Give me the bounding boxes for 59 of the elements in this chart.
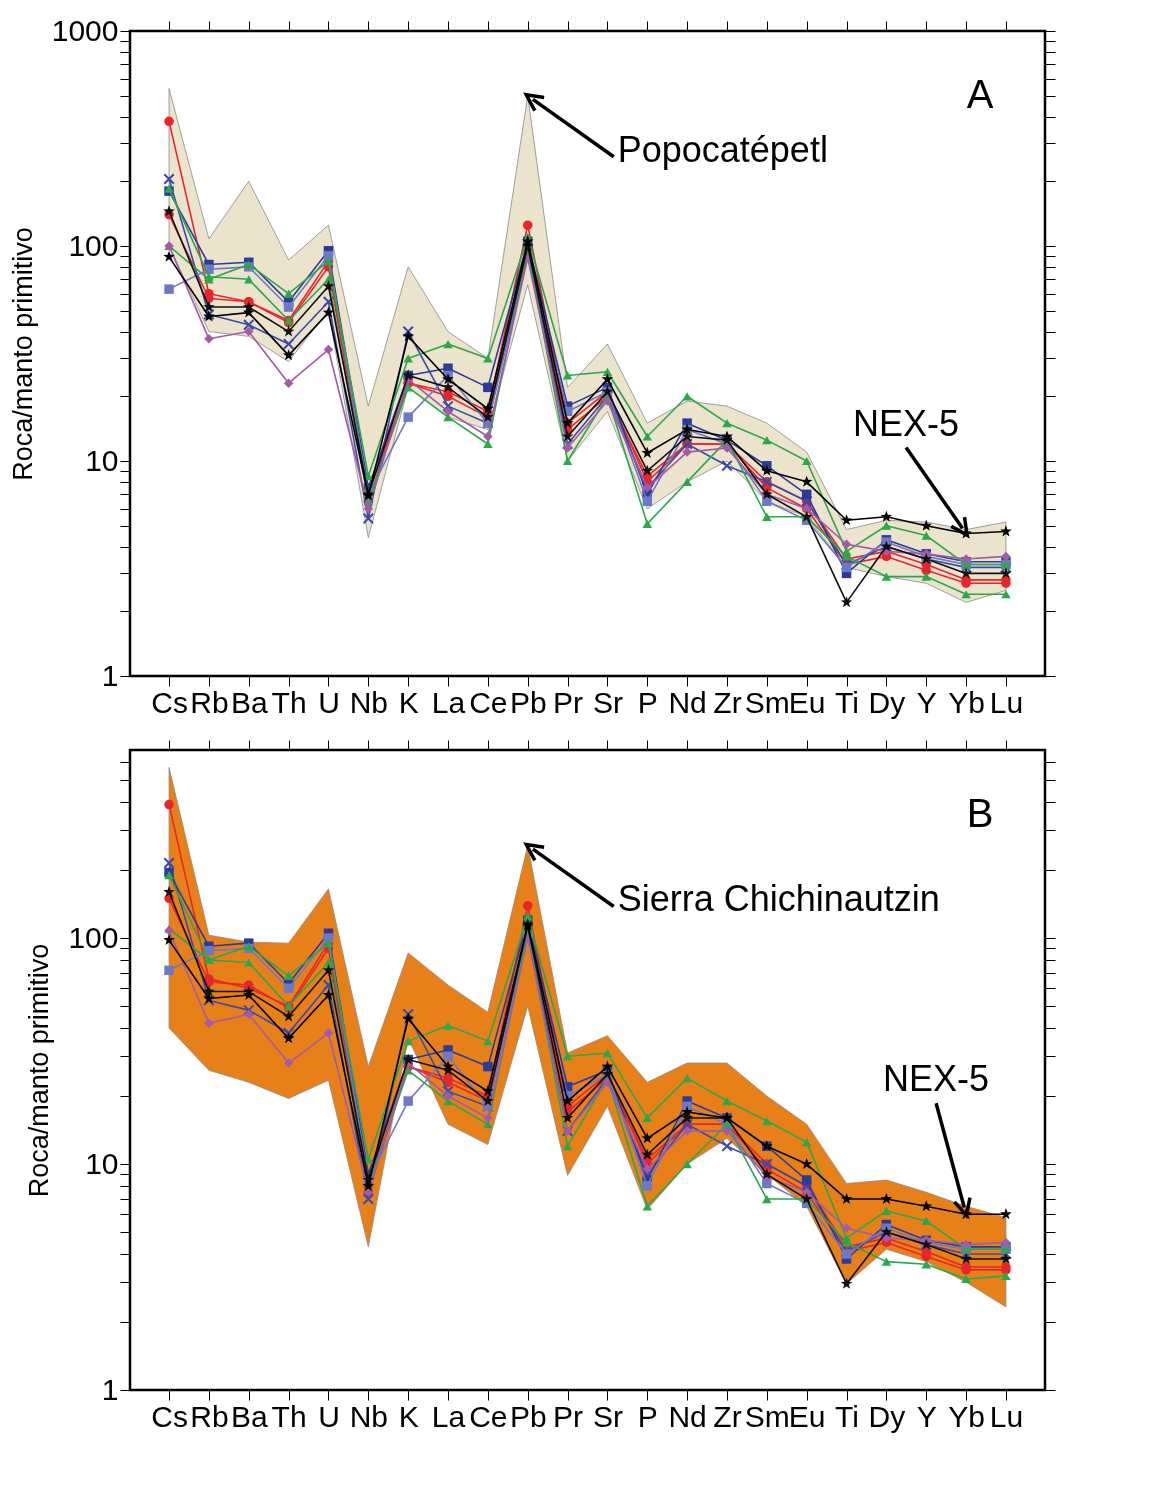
x-tick-label: Sr (592, 685, 623, 719)
x-tick-label: Yb (948, 685, 985, 719)
y-tick-label: 1 (101, 658, 119, 692)
x-tick-label: Zr (713, 685, 742, 719)
x-tick-label: Ba (230, 685, 268, 719)
x-tick-label: Rb (190, 1399, 229, 1433)
x-tick-label: Ti (835, 1399, 859, 1433)
x-tick-label: Eu (788, 1399, 826, 1433)
annotation: Sierra Chichinautzin (617, 878, 940, 920)
y-tick-label: 1 (101, 1372, 119, 1406)
x-tick-label: Lu (989, 685, 1024, 719)
x-tick-label: Pr (553, 685, 584, 719)
x-tick-label: U (318, 685, 340, 719)
x-tick-label: P (637, 1399, 658, 1433)
x-tick-label: Nd (668, 1399, 707, 1433)
x-tick-label: Cs (151, 1399, 188, 1433)
x-tick-label: Cs (151, 685, 188, 719)
x-tick-label: K (398, 685, 419, 719)
x-tick-label: Ba (230, 1399, 268, 1433)
y-axis-title: Roca/manto primitivo (24, 943, 55, 1198)
x-tick-label: K (398, 1399, 419, 1433)
annotation: NEX-5 (883, 1058, 990, 1100)
x-tick-label: Eu (788, 685, 826, 719)
y-tick-label: 100 (68, 920, 119, 954)
x-tick-label: Yb (948, 1399, 985, 1433)
annotation: NEX-5 (853, 402, 960, 444)
x-tick-label: Zr (713, 1399, 742, 1433)
x-tick-label: Th (271, 685, 307, 719)
x-tick-label: Dy (868, 1399, 906, 1433)
x-tick-label: Nb (349, 1399, 388, 1433)
x-tick-label: Th (271, 1399, 307, 1433)
x-tick-label: Dy (868, 685, 906, 719)
y-tick-label: 1000 (51, 13, 119, 47)
x-tick-label: P (637, 685, 658, 719)
x-tick-label: La (431, 1399, 466, 1433)
y-axis-title: Roca/manto primitivo (7, 227, 38, 481)
x-tick-label: La (431, 685, 466, 719)
x-tick-label: Ce (469, 685, 508, 719)
annotation: Popocatépetl (617, 128, 828, 170)
x-tick-label: Sm (744, 685, 790, 719)
x-tick-label: Pr (553, 1399, 584, 1433)
x-tick-label: Ti (835, 685, 859, 719)
y-tick-label: 10 (85, 1146, 119, 1180)
x-tick-label: Ce (469, 1399, 508, 1433)
x-tick-label: Pb (509, 1399, 547, 1433)
x-tick-label: Y (916, 685, 937, 719)
x-tick-label: Lu (989, 1399, 1024, 1433)
y-tick-label: 100 (68, 228, 119, 262)
x-tick-label: Pb (509, 685, 547, 719)
y-tick-label: 10 (85, 443, 119, 477)
x-tick-label: Nb (349, 685, 388, 719)
x-tick-label: Y (916, 1399, 937, 1433)
annotation: A (966, 72, 994, 116)
x-tick-label: Rb (190, 685, 229, 719)
x-tick-label: Nd (668, 685, 707, 719)
x-tick-label: Sr (592, 1399, 623, 1433)
x-tick-label: Sm (744, 1399, 790, 1433)
x-tick-label: U (318, 1399, 340, 1433)
annotation: B (966, 791, 994, 835)
